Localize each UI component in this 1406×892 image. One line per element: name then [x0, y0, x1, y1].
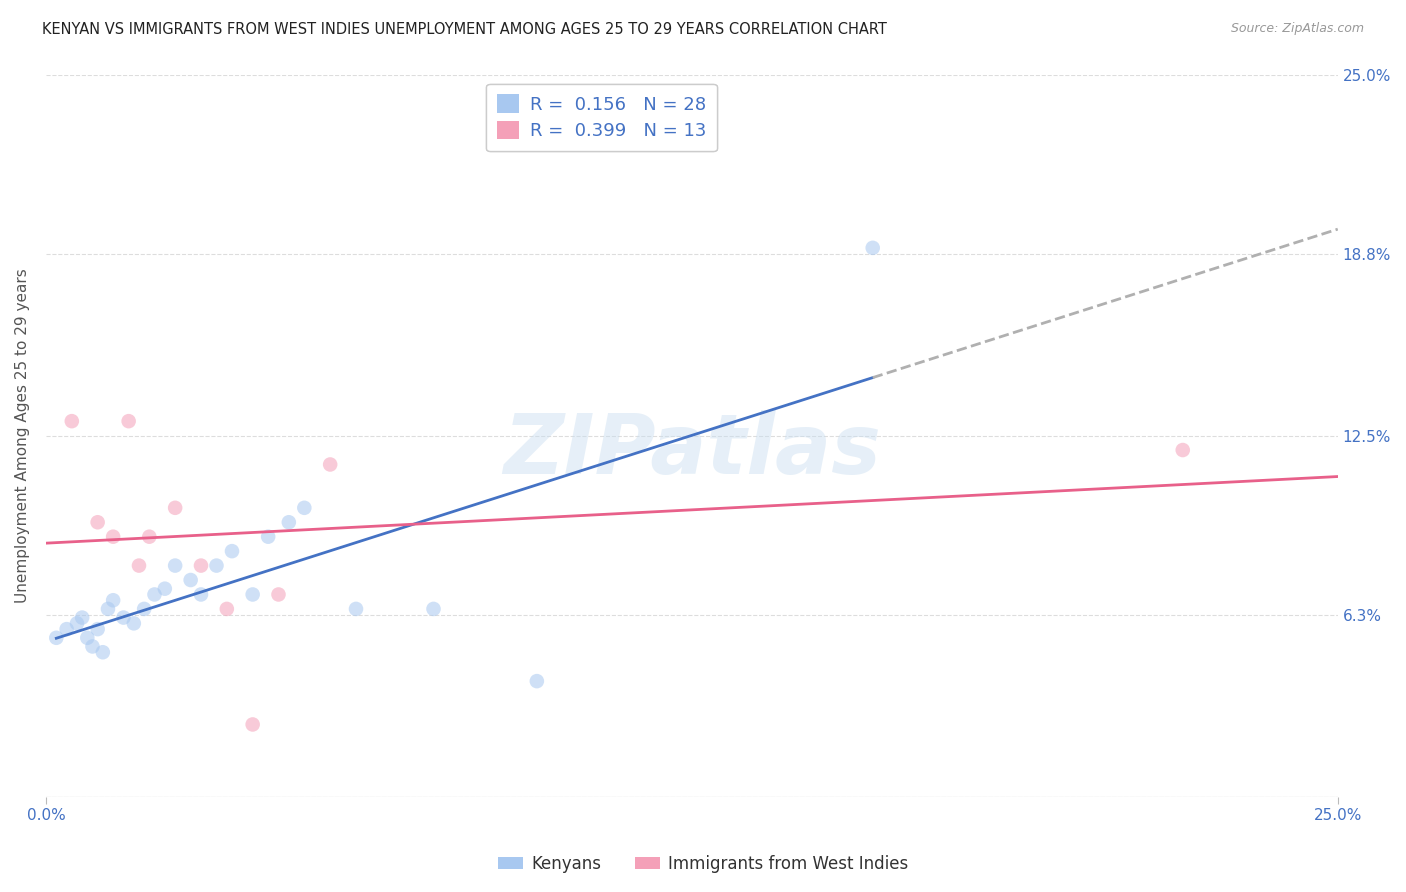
Point	[82, 640, 104, 654]
Point	[215, 602, 238, 616]
Text: Source: ZipAtlas.com: Source: ZipAtlas.com	[1230, 22, 1364, 36]
Point	[86, 515, 108, 529]
Point	[190, 558, 212, 573]
Point	[242, 587, 264, 601]
Point	[267, 587, 290, 601]
Legend: Kenyans, Immigrants from West Indies: Kenyans, Immigrants from West Indies	[491, 848, 915, 880]
Legend: R =  0.156   N = 28, R =  0.399   N = 13: R = 0.156 N = 28, R = 0.399 N = 13	[486, 84, 717, 151]
Point	[422, 602, 444, 616]
Point	[180, 573, 202, 587]
Point	[76, 631, 98, 645]
Point	[221, 544, 243, 558]
Point	[526, 674, 548, 689]
Point	[165, 500, 187, 515]
Point	[257, 530, 280, 544]
Point	[292, 500, 315, 515]
Point	[205, 558, 228, 573]
Point	[138, 530, 160, 544]
Point	[143, 587, 166, 601]
Point	[86, 622, 108, 636]
Point	[128, 558, 150, 573]
Point	[277, 515, 299, 529]
Point	[242, 717, 264, 731]
Text: ZIPatlas: ZIPatlas	[503, 409, 880, 491]
Y-axis label: Unemployment Among Ages 25 to 29 years: Unemployment Among Ages 25 to 29 years	[15, 268, 30, 603]
Text: KENYAN VS IMMIGRANTS FROM WEST INDIES UNEMPLOYMENT AMONG AGES 25 TO 29 YEARS COR: KENYAN VS IMMIGRANTS FROM WEST INDIES UN…	[42, 22, 887, 37]
Point	[112, 610, 135, 624]
Point	[101, 530, 124, 544]
Point	[153, 582, 176, 596]
Point	[70, 610, 93, 624]
Point	[862, 241, 884, 255]
Point	[117, 414, 139, 428]
Point	[55, 622, 77, 636]
Point	[190, 587, 212, 601]
Point	[344, 602, 367, 616]
Point	[45, 631, 67, 645]
Point	[66, 616, 89, 631]
Point	[165, 558, 187, 573]
Point	[91, 645, 114, 659]
Point	[101, 593, 124, 607]
Point	[319, 458, 342, 472]
Point	[60, 414, 83, 428]
Point	[97, 602, 120, 616]
Point	[134, 602, 156, 616]
Point	[1171, 443, 1194, 458]
Point	[122, 616, 145, 631]
